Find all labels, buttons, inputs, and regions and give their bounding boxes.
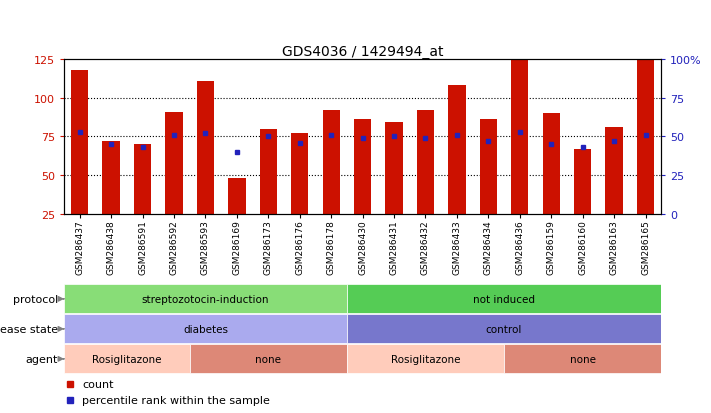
- Text: streptozotocin-induction: streptozotocin-induction: [141, 294, 269, 304]
- Bar: [102, 142, 119, 214]
- Bar: [260, 129, 277, 214]
- Bar: [417, 111, 434, 214]
- Text: diabetes: diabetes: [183, 324, 228, 334]
- Bar: [197, 81, 214, 214]
- Bar: [64, 344, 190, 373]
- Text: protocol: protocol: [13, 294, 58, 304]
- Bar: [347, 285, 661, 313]
- Text: count: count: [82, 379, 114, 389]
- Text: Rosiglitazone: Rosiglitazone: [391, 354, 460, 364]
- Bar: [166, 112, 183, 214]
- Bar: [228, 179, 245, 214]
- Bar: [504, 344, 661, 373]
- Text: agent: agent: [26, 354, 58, 364]
- Text: disease state: disease state: [0, 324, 58, 334]
- Title: GDS4036 / 1429494_at: GDS4036 / 1429494_at: [282, 45, 444, 59]
- Bar: [64, 285, 347, 313]
- Text: Rosiglitazone: Rosiglitazone: [92, 354, 161, 364]
- Bar: [347, 315, 661, 344]
- Text: percentile rank within the sample: percentile rank within the sample: [82, 395, 269, 405]
- Bar: [71, 71, 88, 214]
- Bar: [354, 120, 371, 214]
- Bar: [347, 344, 504, 373]
- Bar: [385, 123, 402, 214]
- Bar: [64, 315, 347, 344]
- Bar: [480, 120, 497, 214]
- Text: none: none: [255, 354, 282, 364]
- Bar: [190, 344, 347, 373]
- Text: not induced: not induced: [473, 294, 535, 304]
- Bar: [323, 111, 340, 214]
- Bar: [637, 60, 654, 214]
- Bar: [574, 150, 592, 214]
- Bar: [448, 86, 466, 214]
- Bar: [291, 134, 309, 214]
- Bar: [542, 114, 560, 214]
- Bar: [606, 128, 623, 214]
- Text: control: control: [486, 324, 523, 334]
- Text: none: none: [570, 354, 596, 364]
- Bar: [511, 60, 528, 214]
- Bar: [134, 145, 151, 214]
